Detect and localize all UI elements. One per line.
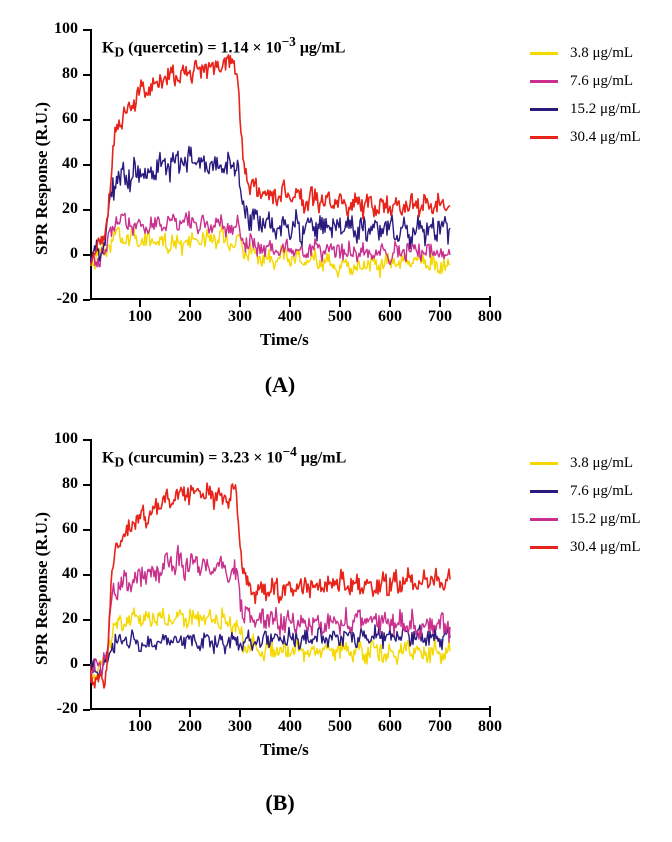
- y-tick-label: 100: [38, 20, 78, 38]
- x-axis-label: Time/s: [260, 740, 309, 760]
- x-tick-label: 700: [420, 308, 460, 326]
- y-tick-label: -20: [38, 290, 78, 308]
- legend-label: 7.6 μg/mL: [570, 483, 633, 500]
- x-tick-label: 100: [120, 308, 160, 326]
- legend-item: 3.8 μg/mL: [530, 44, 641, 62]
- legend-swatch: [530, 518, 558, 521]
- y-tick-label: 100: [38, 430, 78, 448]
- panel-caption-b: (B): [0, 790, 560, 816]
- legend-swatch: [530, 490, 558, 493]
- traces-svg-b: [90, 440, 490, 710]
- legend-item: 15.2 μg/mL: [530, 100, 641, 118]
- x-tick-label: 600: [370, 308, 410, 326]
- x-tick-label: 500: [320, 718, 360, 736]
- x-tick: [489, 710, 491, 717]
- legend-b: 3.8 μg/mL 7.6 μg/mL 15.2 μg/mL 30.4 μg/mL: [530, 454, 641, 566]
- legend-label: 7.6 μg/mL: [570, 73, 633, 90]
- legend-item: 30.4 μg/mL: [530, 128, 641, 146]
- traces-svg-a: [90, 30, 490, 300]
- x-tick-label: 500: [320, 308, 360, 326]
- x-axis-label: Time/s: [260, 330, 309, 350]
- legend-label: 30.4 μg/mL: [570, 539, 641, 556]
- x-tick: [139, 300, 141, 307]
- x-tick-label: 100: [120, 718, 160, 736]
- y-tick: [83, 439, 90, 441]
- y-tick: [83, 484, 90, 486]
- x-tick: [439, 710, 441, 717]
- x-tick: [489, 300, 491, 307]
- x-tick: [189, 300, 191, 307]
- y-axis-label: SPR Response (R.U.): [32, 512, 52, 665]
- legend-item: 7.6 μg/mL: [530, 72, 641, 90]
- y-tick: [83, 574, 90, 576]
- x-tick-label: 300: [220, 718, 260, 736]
- x-tick-label: 300: [220, 308, 260, 326]
- legend-item: 30.4 μg/mL: [530, 538, 641, 556]
- y-tick: [83, 209, 90, 211]
- y-tick-label: 80: [38, 475, 78, 493]
- x-tick: [239, 710, 241, 717]
- legend-item: 3.8 μg/mL: [530, 454, 641, 472]
- legend-swatch: [530, 136, 558, 139]
- y-tick: [83, 529, 90, 531]
- legend-swatch: [530, 52, 558, 55]
- x-tick: [389, 710, 391, 717]
- y-tick-label: 80: [38, 65, 78, 83]
- legend-label: 30.4 μg/mL: [570, 129, 641, 146]
- legend-label: 15.2 μg/mL: [570, 511, 641, 528]
- legend-item: 7.6 μg/mL: [530, 482, 641, 500]
- x-tick: [439, 300, 441, 307]
- legend-label: 3.8 μg/mL: [570, 455, 633, 472]
- y-tick: [83, 299, 90, 301]
- trace-line: [90, 55, 450, 264]
- legend-swatch: [530, 546, 558, 549]
- x-tick-label: 400: [270, 718, 310, 736]
- y-tick: [83, 664, 90, 666]
- x-tick: [139, 710, 141, 717]
- legend-swatch: [530, 462, 558, 465]
- y-axis-label: SPR Response (R.U.): [32, 102, 52, 255]
- x-tick: [289, 710, 291, 717]
- legend-swatch: [530, 108, 558, 111]
- legend-swatch: [530, 80, 558, 83]
- y-tick-label: -20: [38, 700, 78, 718]
- panel-caption-a: (A): [0, 372, 560, 398]
- x-tick-label: 700: [420, 718, 460, 736]
- x-tick: [189, 710, 191, 717]
- y-tick: [83, 74, 90, 76]
- y-tick: [83, 254, 90, 256]
- x-tick: [389, 300, 391, 307]
- y-tick: [83, 164, 90, 166]
- y-tick: [83, 709, 90, 711]
- y-tick: [83, 29, 90, 31]
- y-tick: [83, 619, 90, 621]
- x-tick: [289, 300, 291, 307]
- trace-line: [90, 226, 450, 278]
- x-tick-label: 200: [170, 718, 210, 736]
- x-tick-label: 600: [370, 718, 410, 736]
- x-tick: [239, 300, 241, 307]
- y-tick: [83, 119, 90, 121]
- x-tick-label: 800: [470, 308, 510, 326]
- legend-label: 3.8 μg/mL: [570, 45, 633, 62]
- x-tick-label: 800: [470, 718, 510, 736]
- x-tick: [339, 300, 341, 307]
- legend-item: 15.2 μg/mL: [530, 510, 641, 528]
- x-tick-label: 400: [270, 308, 310, 326]
- x-tick-label: 200: [170, 308, 210, 326]
- legend-a: 3.8 μg/mL 7.6 μg/mL 15.2 μg/mL 30.4 μg/mL: [530, 44, 641, 156]
- legend-label: 15.2 μg/mL: [570, 101, 641, 118]
- x-tick: [339, 710, 341, 717]
